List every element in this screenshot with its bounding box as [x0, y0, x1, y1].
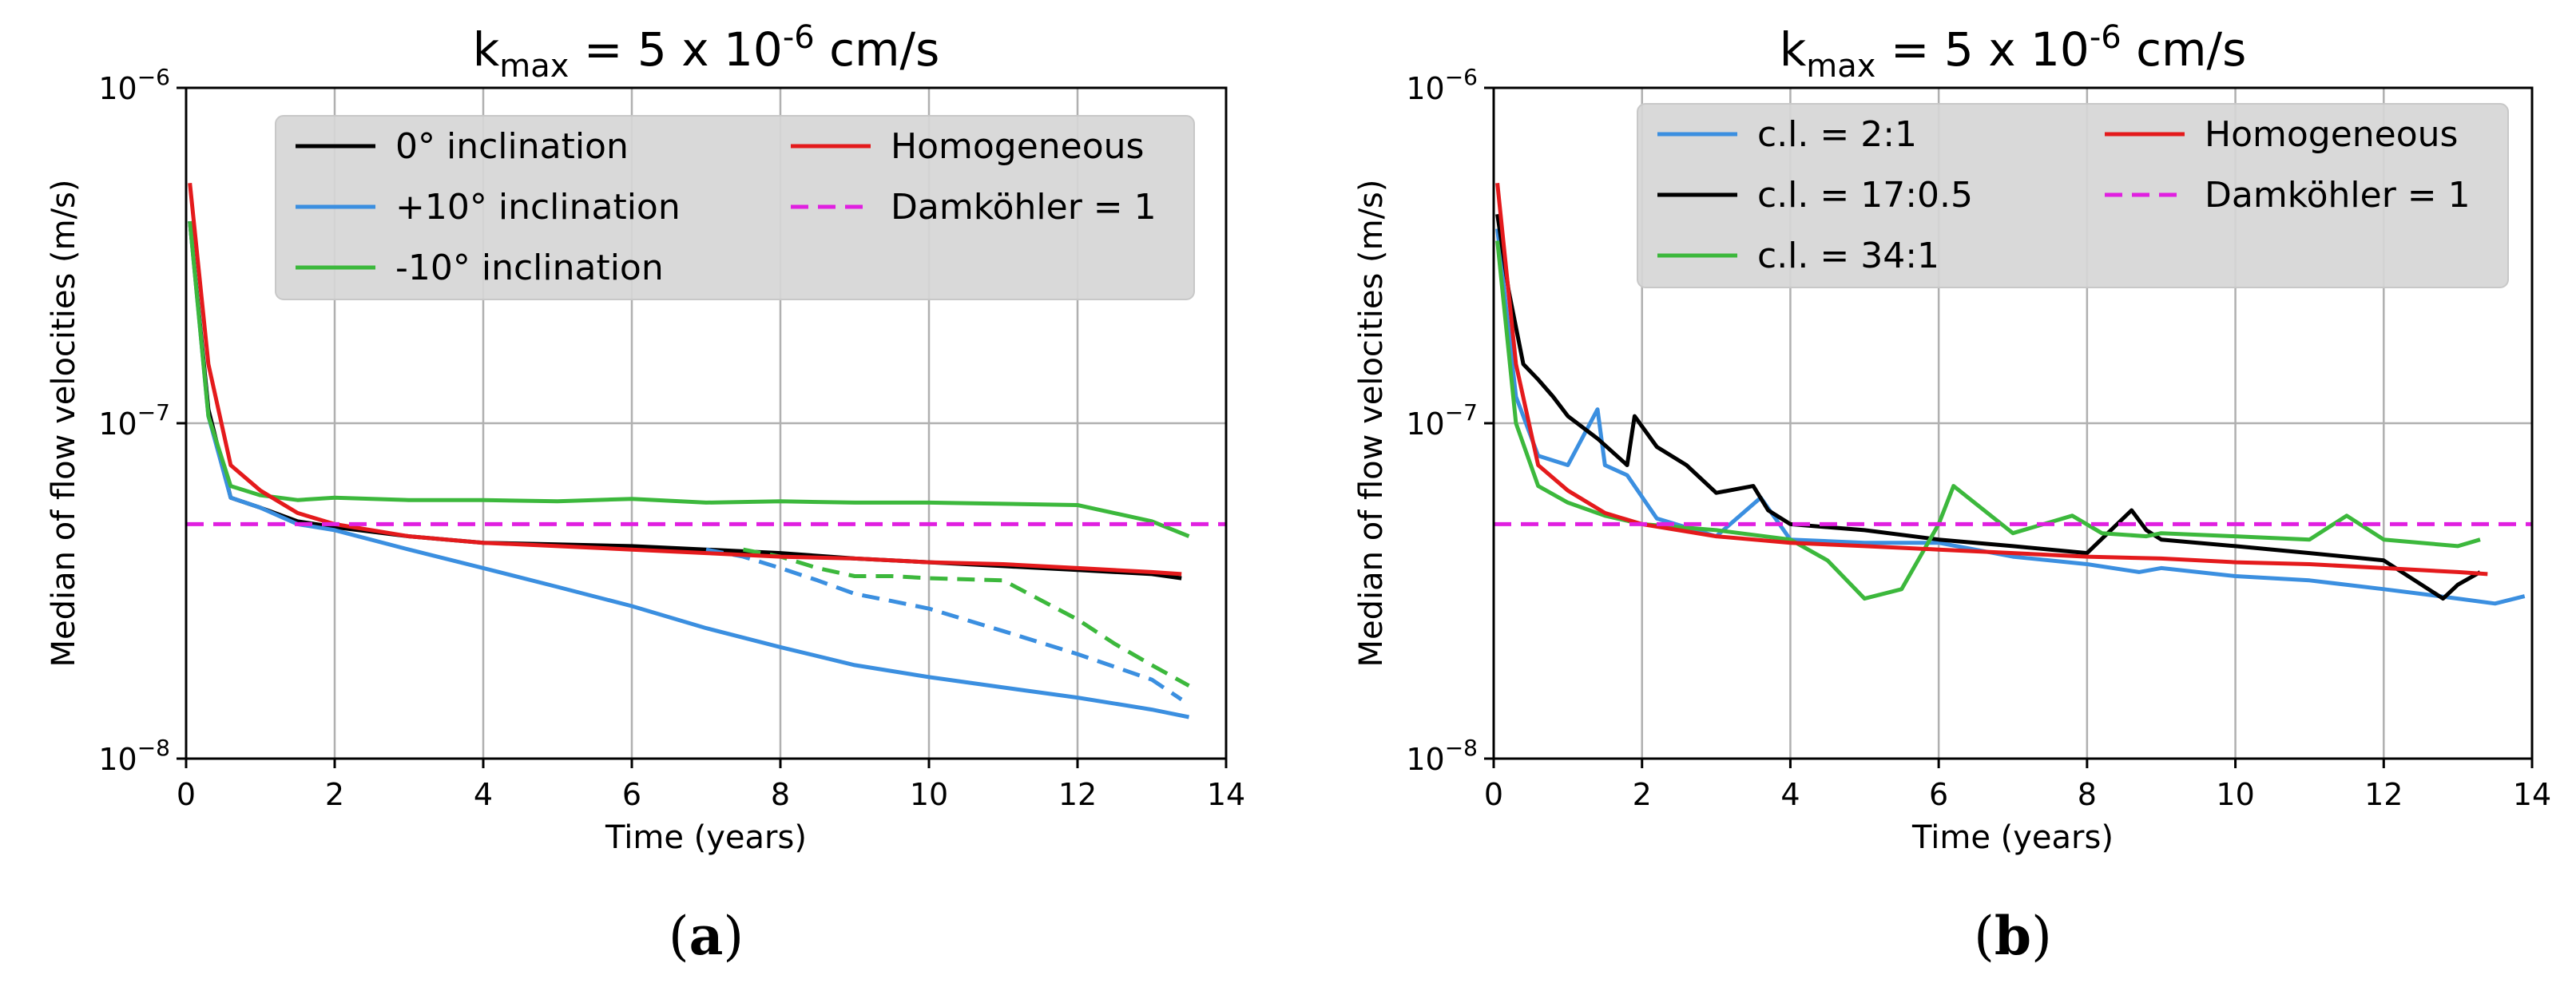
plot-frame: [1492, 86, 2534, 760]
x-axis-label: Time (years): [605, 819, 807, 856]
y-axis-label: Median of flow velocities (m/s): [1353, 180, 1390, 668]
legend-label: Damköhler = 1: [2205, 175, 2471, 216]
legend-label: Damköhler = 1: [891, 187, 1157, 228]
x-tick-label: 10: [910, 777, 948, 812]
legend-box: [1637, 103, 2509, 288]
chart-title: kmax = 5 x 10-6 cm/s: [1780, 19, 2247, 85]
x-tick-label: 14: [1207, 777, 1245, 812]
legend-label: c.l. = 34:1: [1757, 236, 1939, 276]
x-tick-label: 2: [325, 777, 344, 812]
series-line--10-inclination: [188, 220, 1189, 719]
series-line-c-l-17-0-5: [1495, 213, 2482, 601]
x-tick-label: 4: [474, 777, 493, 812]
y-tick-label: 10−6: [98, 64, 170, 106]
panel-label: (a): [669, 905, 744, 967]
y-axis-label: Median of flow velocities (m/s): [46, 180, 82, 668]
series-line--10-inclination-dashed-: [743, 547, 1190, 688]
x-tick-label: 8: [2078, 777, 2097, 812]
series-line--10-inclination-dashed-: [705, 547, 1183, 702]
x-tick-label: 0: [177, 777, 196, 812]
legend-label: c.l. = 17:0.5: [1757, 175, 1973, 216]
x-tick-label: 14: [2513, 777, 2551, 812]
panel-label: (b): [1974, 905, 2052, 967]
legend-label: 0° inclination: [395, 126, 629, 167]
x-tick-label: 12: [1058, 777, 1097, 812]
x-tick-label: 10: [2216, 777, 2254, 812]
x-tick-label: 2: [1633, 777, 1652, 812]
series-line-homogeneous: [188, 183, 1182, 577]
chart-title: kmax = 5 x 10-6 cm/s: [473, 19, 940, 85]
legend: c.l. = 2:1 c.l. = 17:0.5 c.l. = 34:1 Homoge…: [1637, 103, 2509, 288]
legend-label: -10° inclination: [395, 248, 664, 288]
x-tick-label: 12: [2364, 777, 2403, 812]
legend-label: c.l. = 2:1: [1757, 114, 1917, 155]
x-tick-label: 4: [1780, 777, 1800, 812]
series-line--10-inclination: [188, 220, 1190, 538]
legend: 0° inclination +10° inclination -10° incli…: [275, 115, 1195, 300]
legend-box: [275, 115, 1195, 300]
x-tick-label: 8: [771, 777, 790, 812]
x-tick-label: 0: [1484, 777, 1503, 812]
y-tick-label: 10−6: [1406, 64, 1478, 106]
plot-frame: [185, 86, 1228, 760]
chart-panel-a: 0 2 4 6 8 10 12 14 10−8 10−7 10−6 0° inclination +10…: [46, 19, 1245, 967]
series-line-c-l-34-1: [1495, 240, 2481, 601]
x-axis-label: Time (years): [1911, 819, 2114, 856]
y-tick-label: 10−8: [1406, 735, 1478, 777]
y-tick-label: 10−8: [98, 735, 170, 777]
legend-label: +10° inclination: [395, 187, 681, 228]
legend-label: Homogeneous: [2205, 114, 2458, 155]
series-line-homogeneous: [1495, 183, 2488, 577]
y-tick-label: 10−7: [98, 399, 170, 442]
legend-label: Homogeneous: [891, 126, 1144, 167]
y-tick-label: 10−7: [1406, 399, 1478, 442]
x-tick-label: 6: [1929, 777, 1948, 812]
x-tick-label: 6: [622, 777, 641, 812]
series-line-c-l-2-1: [1495, 228, 2526, 606]
